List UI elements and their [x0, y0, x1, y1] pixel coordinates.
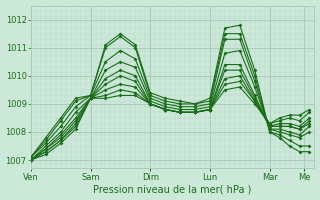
X-axis label: Pression niveau de la mer( hPa ): Pression niveau de la mer( hPa )	[93, 184, 252, 194]
